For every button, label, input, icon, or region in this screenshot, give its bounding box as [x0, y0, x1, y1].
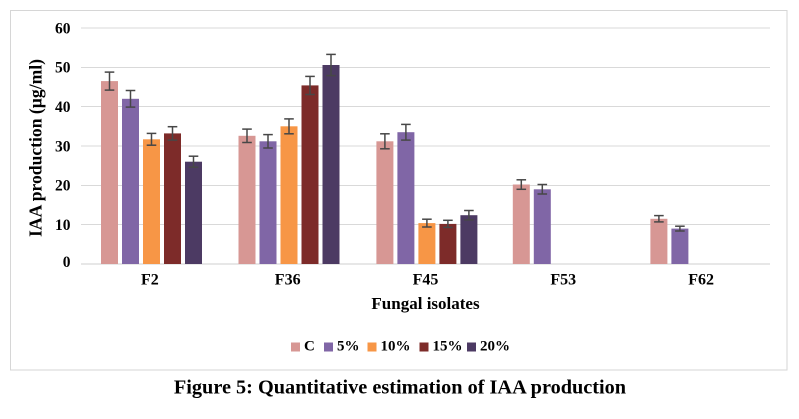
svg-text:F53: F53 — [550, 272, 576, 289]
svg-text:60: 60 — [55, 20, 71, 37]
svg-text:F45: F45 — [413, 272, 439, 289]
svg-text:40: 40 — [55, 99, 71, 116]
svg-text:Fungal isolates: Fungal isolates — [371, 294, 480, 313]
svg-text:15%: 15% — [433, 339, 463, 355]
svg-text:IAA production (µg/ml): IAA production (µg/ml) — [26, 59, 46, 237]
svg-text:F62: F62 — [688, 272, 714, 289]
svg-text:10%: 10% — [381, 339, 411, 355]
svg-text:F36: F36 — [275, 272, 301, 289]
svg-text:50: 50 — [55, 60, 71, 77]
svg-text:5%: 5% — [337, 339, 360, 355]
svg-text:0: 0 — [63, 254, 71, 271]
svg-text:10: 10 — [55, 217, 71, 234]
svg-text:20: 20 — [55, 178, 71, 195]
svg-text:Figure 5: Quantitative estimat: Figure 5: Quantitative estimation of IAA… — [174, 377, 626, 399]
svg-text:C: C — [304, 339, 315, 355]
svg-text:30: 30 — [55, 138, 71, 155]
svg-text:F2: F2 — [141, 272, 159, 289]
svg-text:20%: 20% — [480, 339, 510, 355]
